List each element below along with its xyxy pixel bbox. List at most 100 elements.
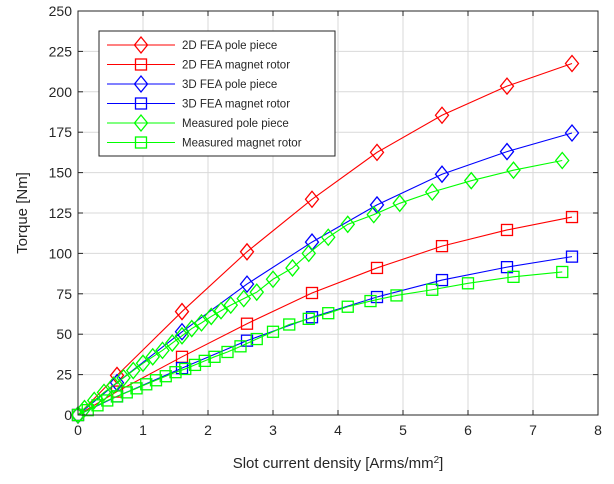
legend-label: 3D FEA magnet rotor xyxy=(182,99,290,111)
data-point-square xyxy=(140,378,153,391)
data-point-diamond xyxy=(223,296,239,315)
legend-entry: 3D FEA magnet rotor xyxy=(107,97,290,111)
y-tick-label: 150 xyxy=(49,165,73,181)
x-tick-label: 5 xyxy=(399,422,407,438)
legend-marker xyxy=(133,35,149,55)
data-point-square xyxy=(159,370,172,383)
data-point-diamond xyxy=(564,123,580,143)
data-point-diamond xyxy=(506,161,521,180)
x-tick-label: 4 xyxy=(334,422,342,438)
data-point-square xyxy=(208,350,221,363)
y-axis-label: Torque [Nm] xyxy=(14,172,31,254)
legend-entry: Measured magnet rotor xyxy=(107,136,302,150)
data-point-square xyxy=(101,394,114,407)
data-point-diamond xyxy=(116,368,131,387)
data-point-square xyxy=(169,366,182,379)
ticks: 0 1 2 3 4 5 6 7 8 0 25 50 75 100 125 150 175 200 225 250 xyxy=(49,3,602,438)
data-point-diamond xyxy=(203,307,219,326)
data-point-diamond xyxy=(125,361,141,380)
legend-marker xyxy=(133,74,149,94)
data-point-diamond xyxy=(499,77,515,96)
x-tick-label: 7 xyxy=(529,422,537,438)
data-point-square xyxy=(556,265,569,279)
x-tick-label: 6 xyxy=(464,422,472,438)
legend-entry: 2D FEA magnet rotor xyxy=(107,58,290,72)
y-tick-label: 50 xyxy=(56,326,72,342)
data-point-diamond xyxy=(304,190,320,209)
data-point-diamond xyxy=(369,143,385,162)
y-tick-label: 75 xyxy=(56,286,72,302)
data-point-diamond xyxy=(86,391,102,410)
data-point-square xyxy=(234,340,247,353)
data-point-diamond xyxy=(366,205,382,224)
data-point-diamond xyxy=(135,354,151,373)
legend-marker xyxy=(134,58,148,71)
data-point-square xyxy=(198,354,211,368)
data-point-diamond xyxy=(155,341,170,360)
data-point-square xyxy=(120,386,133,399)
data-point-diamond xyxy=(424,182,440,202)
x-tick-label: 3 xyxy=(269,422,277,438)
legend-label: 2D FEA pole piece xyxy=(182,40,277,52)
y-tick-label: 0 xyxy=(64,407,72,423)
data-point-square xyxy=(221,345,234,359)
x-tick-label: 8 xyxy=(594,422,602,438)
data-point-square xyxy=(435,273,449,287)
y-tick-label: 175 xyxy=(49,124,73,140)
data-point-square xyxy=(322,307,335,320)
series-line xyxy=(77,271,563,416)
data-point-square xyxy=(240,317,254,330)
data-point-diamond xyxy=(194,313,209,332)
series-layer xyxy=(70,54,580,425)
data-point-diamond xyxy=(463,171,479,190)
data-point-square xyxy=(565,210,579,224)
data-point-square xyxy=(390,289,403,302)
data-point-diamond xyxy=(174,302,190,321)
series-measured-magnet-rotor xyxy=(71,265,569,422)
x-tick-label: 2 xyxy=(204,422,212,438)
data-point-square xyxy=(500,260,514,274)
data-point-diamond xyxy=(554,151,570,170)
data-point-square xyxy=(110,390,124,403)
legend-marker xyxy=(134,136,148,149)
data-point-diamond xyxy=(301,244,317,263)
data-point-square xyxy=(500,223,514,237)
data-point-square xyxy=(305,311,319,324)
legend-label: Measured magnet rotor xyxy=(182,138,302,150)
data-point-square xyxy=(461,277,475,290)
x-axis-label-superscript: 2 xyxy=(434,455,440,466)
y-tick-label: 250 xyxy=(49,3,73,19)
data-point-square xyxy=(426,283,439,296)
data-point-diamond xyxy=(184,319,200,338)
data-point-diamond xyxy=(174,326,190,345)
y-tick-label: 100 xyxy=(49,245,73,261)
legend-label: Measured pole piece xyxy=(182,118,289,130)
y-tick-label: 25 xyxy=(56,367,72,383)
series-line xyxy=(77,216,573,416)
data-point-square xyxy=(283,318,296,331)
data-point-square xyxy=(302,312,315,325)
y-tick-label: 125 xyxy=(49,205,73,221)
data-point-square xyxy=(266,325,280,338)
legend-marker xyxy=(133,113,149,133)
data-point-square xyxy=(435,239,449,253)
legend-label: 3D FEA pole piece xyxy=(182,79,277,91)
legend-entry: Measured pole piece xyxy=(107,113,289,133)
series-line xyxy=(77,63,573,416)
y-tick-label: 200 xyxy=(49,84,73,100)
data-point-diamond xyxy=(77,399,92,418)
data-point-diamond xyxy=(145,347,161,366)
data-point-diamond xyxy=(236,289,252,308)
data-point-square xyxy=(370,290,384,304)
data-point-diamond xyxy=(239,275,255,294)
data-point-diamond xyxy=(96,383,112,402)
data-point-diamond xyxy=(434,106,450,125)
data-point-diamond xyxy=(340,215,356,234)
data-point-square xyxy=(188,358,202,372)
data-point-diamond xyxy=(392,194,408,213)
x-axis-label: Slot current density [Arms/mm2] xyxy=(233,455,444,473)
legend-entry: 2D FEA pole piece xyxy=(107,35,277,55)
data-point-square xyxy=(179,362,192,376)
legend-marker xyxy=(134,97,148,110)
